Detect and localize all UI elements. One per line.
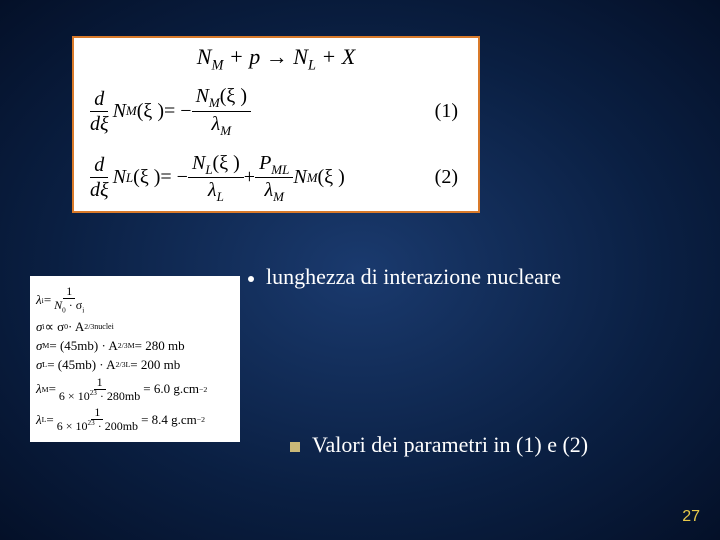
bullet-square-icon xyxy=(290,442,300,452)
param-line-4: σL = (45mb) · A2/3L = 200 mb xyxy=(36,357,234,373)
bullet-parameter-values: Valori dei parametri in (1) e (2) xyxy=(290,432,588,458)
param-line-5: λM = 1 6 × 1023 · 280mb = 6.0 g.cm−2 xyxy=(36,376,234,403)
equations-box: NM + p → NL + X d dξ NM (ξ ) = − NM(ξ ) … xyxy=(72,36,480,213)
equation-2: d dξ NL (ξ ) = − NL(ξ ) λL + PML λM NM(ξ… xyxy=(74,145,478,211)
param-line-3: σM = (45mb) · A2/3M = 280 mb xyxy=(36,338,234,354)
parameters-box: λi = 1 N0 · σi σi ∝ σ0 · A2/3nuclei σM =… xyxy=(30,276,240,442)
param-line-6: λL = 1 6 × 1023 · 200mb = 8.4 g.cm−2 xyxy=(36,406,234,433)
eq1-number: (1) xyxy=(435,100,466,123)
bullet-interaction-length: lunghezza di interazione nucleare xyxy=(248,264,561,290)
param-line-1: λi = 1 N0 · σi xyxy=(36,285,234,316)
bullet-dot-icon xyxy=(248,276,254,282)
equation-1: d dξ NM (ξ ) = − NM(ξ ) λM (1) xyxy=(74,78,478,144)
page-number: 27 xyxy=(682,508,700,526)
reaction-equation: NM + p → NL + X xyxy=(74,38,478,78)
param-line-2: σi ∝ σ0 · A2/3nuclei xyxy=(36,319,234,335)
eq2-number: (2) xyxy=(435,166,466,189)
